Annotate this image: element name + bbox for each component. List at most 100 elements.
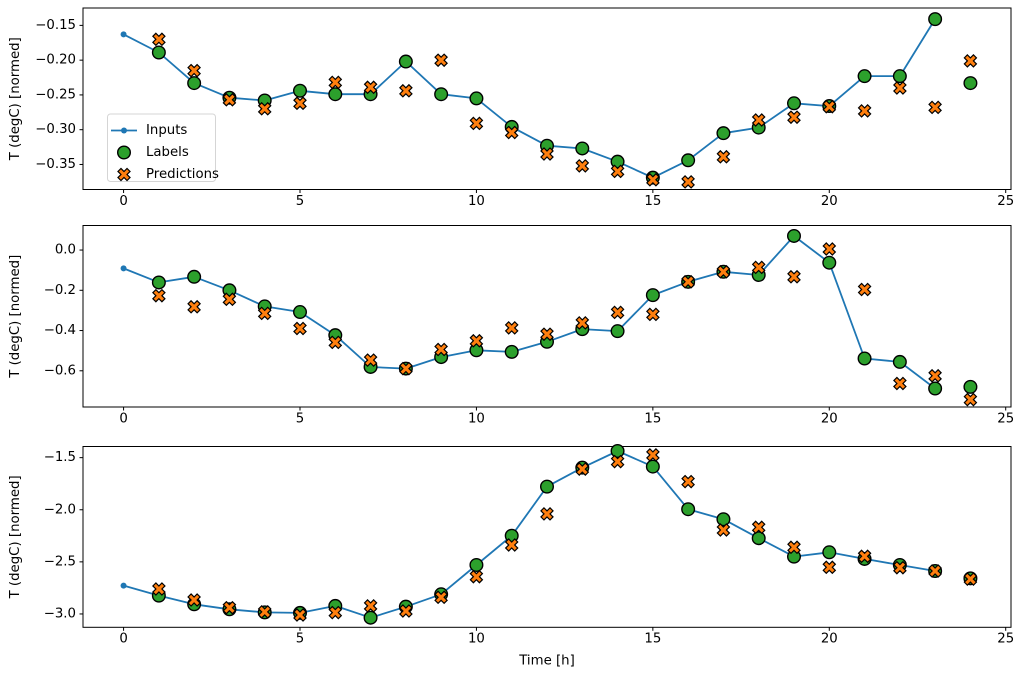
predictions-marker: [787, 540, 801, 555]
x-tick-label: 20: [821, 194, 838, 209]
labels-marker: [363, 610, 378, 625]
legend-line-dot-icon: [121, 127, 127, 134]
predictions-marker: [963, 392, 978, 407]
labels-marker: [716, 512, 731, 527]
predictions-marker: [187, 299, 201, 314]
labels-marker: [434, 87, 449, 102]
predictions-marker: [540, 327, 554, 342]
y-tick-label: −0.20: [35, 53, 76, 68]
predictions-marker: [540, 507, 554, 521]
ylabel-subplot-2: T (degC) [normed]: [8, 255, 23, 379]
xlabel: Time [h]: [518, 654, 575, 669]
labels-marker: [751, 531, 766, 546]
labels-marker: [681, 502, 696, 517]
predictions-marker: [328, 335, 343, 350]
predictions-marker: [751, 520, 766, 535]
labels-marker: [645, 459, 660, 474]
predictions-marker: [152, 582, 166, 596]
inputs-line: [123, 18, 936, 179]
labels-marker: [151, 45, 166, 60]
x-tick-label: 15: [644, 411, 661, 426]
legend-label: Inputs: [146, 123, 187, 138]
predictions-marker: [504, 321, 519, 335]
predictions-marker: [293, 608, 307, 622]
y-tick-label: −0.30: [35, 122, 76, 137]
predictions-marker: [681, 175, 695, 189]
predictions-marker: [610, 305, 625, 320]
predictions-marker: [646, 448, 660, 462]
predictions-marker: [328, 75, 343, 90]
predictions-marker: [751, 260, 766, 275]
labels-marker: [469, 91, 484, 106]
y-tick-label: −2.5: [44, 554, 76, 569]
legend-item-predictions: Predictions: [117, 167, 219, 182]
predictions-marker: [893, 376, 907, 391]
predictions-marker: [751, 113, 766, 127]
predictions-marker: [787, 110, 801, 125]
predictions-marker: [857, 549, 872, 564]
x-tick-label: 15: [644, 632, 661, 647]
y-tick-label: −0.25: [35, 87, 76, 102]
y-tick-label: −2.0: [44, 502, 76, 517]
y-tick-label: −3.0: [44, 606, 76, 621]
predictions-marker: [504, 125, 519, 140]
labels-marker: [786, 228, 801, 243]
legend-x-cross-icon: [117, 167, 131, 182]
predictions-marker: [540, 147, 554, 161]
predictions-marker: [434, 590, 448, 605]
predictions-marker: [893, 81, 907, 95]
predictions-marker: [257, 306, 272, 321]
labels-marker: [857, 351, 872, 366]
y-tick-label: −0.4: [44, 323, 76, 338]
predictions-marker: [152, 32, 166, 47]
predictions-marker: [681, 474, 695, 489]
predictions-marker: [716, 523, 731, 537]
labels-marker: [892, 354, 907, 369]
inputs-line: [123, 235, 936, 390]
predictions-marker: [963, 572, 978, 586]
predictions-marker: [646, 172, 660, 187]
y-tick-label: −0.2: [44, 283, 76, 298]
axes-box: [82, 7, 1012, 190]
predictions-marker: [469, 333, 484, 348]
labels-marker: [681, 153, 696, 168]
labels-marker: [963, 76, 978, 91]
labels-marker: [575, 141, 590, 156]
predictions-marker: [716, 149, 731, 164]
x-tick-label: 15: [644, 194, 661, 209]
predictions-marker: [257, 101, 272, 116]
y-tick-label: −1.5: [44, 450, 76, 465]
predictions-marker: [575, 462, 590, 476]
predictions-marker: [187, 593, 201, 607]
subplot-3: 0 5 10 15 20 25 −1.5 −2.0 −2.5 −3.0: [44, 443, 1014, 647]
y-tick-label: −0.35: [35, 157, 76, 172]
labels-marker: [504, 344, 519, 359]
subplot-2: 0 5 10 15 20 25 0.0 −0.2 −0.4 −0.6: [44, 225, 1014, 426]
labels-marker: [892, 69, 907, 84]
predictions-marker: [646, 307, 660, 322]
predictions-marker: [434, 53, 448, 68]
labels-marker: [928, 12, 943, 27]
labels-marker: [786, 96, 801, 111]
predictions-marker: [822, 242, 837, 256]
labels-marker: [645, 288, 660, 303]
x-tick-label: 0: [119, 194, 127, 209]
labels-marker: [610, 324, 625, 339]
x-tick-label: 5: [296, 411, 304, 426]
x-tick-label: 10: [468, 632, 485, 647]
predictions-marker: [469, 116, 484, 131]
predictions-marker: [399, 83, 413, 98]
predictions-marker: [681, 274, 695, 289]
labels-marker: [928, 381, 943, 396]
predictions-marker: [575, 316, 590, 330]
labels-marker: [822, 255, 837, 270]
inputs-dot-marker: [120, 582, 127, 589]
labels-marker: [187, 269, 202, 284]
predictions-marker: [399, 361, 413, 376]
predictions-marker: [469, 569, 484, 584]
labels-marker: [963, 379, 978, 394]
ylabel-subplot-1: T (degC) [normed]: [8, 37, 23, 161]
predictions-marker: [822, 99, 837, 114]
legend-label: Predictions: [146, 167, 219, 182]
